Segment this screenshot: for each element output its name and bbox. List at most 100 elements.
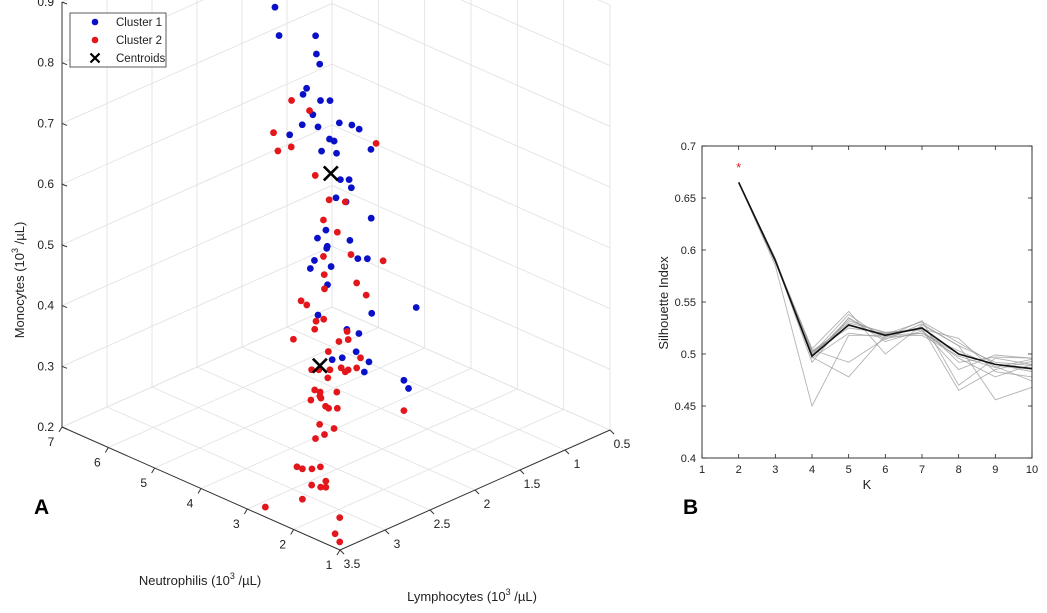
cluster-2-point bbox=[322, 483, 330, 491]
x-tick bbox=[104, 447, 109, 453]
cluster-2-point bbox=[270, 129, 277, 137]
cluster-2-point bbox=[320, 315, 328, 323]
z-tick-label: 0.4 bbox=[37, 299, 54, 313]
cluster-2-point bbox=[312, 317, 320, 325]
centroid-marker bbox=[322, 165, 339, 182]
z-tick bbox=[61, 183, 68, 187]
b-y-tick-label: 0.65 bbox=[675, 193, 696, 205]
b-x-tick-label: 6 bbox=[882, 464, 888, 476]
b-x-tick-label: 2 bbox=[736, 464, 742, 476]
y-tick-label: 2 bbox=[484, 497, 491, 511]
cluster-1-point bbox=[355, 330, 363, 337]
cluster-2-point bbox=[400, 407, 408, 415]
cluster-2-point bbox=[320, 253, 327, 260]
wall-gridline bbox=[61, 124, 333, 246]
cluster-1-point bbox=[327, 263, 335, 270]
cluster-2-point bbox=[308, 481, 316, 489]
cluster-2-point bbox=[331, 530, 339, 538]
floor-gridline bbox=[151, 386, 431, 511]
wall-gridline bbox=[331, 3, 611, 127]
cluster-1-point bbox=[333, 149, 340, 157]
cluster-2-point bbox=[353, 364, 361, 372]
cluster-2-point bbox=[287, 143, 295, 151]
b-x-tick-label: 5 bbox=[846, 464, 852, 476]
a-grid bbox=[61, 0, 611, 551]
x-tick bbox=[290, 529, 295, 535]
run-line bbox=[738, 182, 1033, 401]
b-x-tick-label: 3 bbox=[772, 464, 778, 476]
z-tick-label: 0.8 bbox=[37, 56, 54, 70]
cluster-1-point bbox=[335, 119, 343, 127]
x-tick bbox=[58, 426, 63, 433]
wall-gridline bbox=[61, 245, 333, 367]
run-line bbox=[738, 182, 1033, 386]
cluster-1-point bbox=[317, 97, 324, 104]
cluster-1-point bbox=[367, 214, 375, 222]
y-tick-label: 1 bbox=[574, 457, 581, 471]
cluster-2-point bbox=[347, 251, 355, 258]
cluster-1-point bbox=[299, 90, 307, 98]
cluster-1-point bbox=[363, 255, 371, 263]
x-tick bbox=[197, 488, 202, 494]
cluster-1-point bbox=[326, 135, 333, 143]
a-axes bbox=[58, 1, 615, 556]
z-tick bbox=[61, 365, 68, 369]
b-x-tick-label: 8 bbox=[956, 464, 962, 476]
cluster-2-point bbox=[372, 139, 380, 147]
cluster-2-point bbox=[357, 354, 364, 362]
y-tick-label: 0.5 bbox=[614, 437, 631, 451]
wall-gridline bbox=[61, 3, 333, 124]
z-tick bbox=[61, 1, 68, 5]
cluster-1-point bbox=[367, 145, 375, 153]
b-lines: * bbox=[736, 160, 1033, 408]
cluster-2-point bbox=[288, 97, 295, 104]
cluster-1-point bbox=[346, 236, 354, 244]
wall-gridline bbox=[331, 245, 611, 370]
cluster-1-point bbox=[365, 358, 373, 366]
cluster-2-point bbox=[316, 388, 324, 396]
cluster-2-point bbox=[297, 297, 305, 305]
z-tick bbox=[61, 305, 68, 309]
b-ylabel: Silhouette Index bbox=[656, 256, 671, 350]
floor-gridline bbox=[241, 346, 521, 471]
z-tick bbox=[61, 62, 68, 66]
cluster-1-point bbox=[311, 257, 318, 264]
z-tick-label: 0.5 bbox=[37, 238, 54, 252]
wall-gridline bbox=[331, 185, 611, 309]
y-tick bbox=[609, 429, 615, 435]
a-points bbox=[261, 3, 420, 546]
cluster-2-point bbox=[325, 196, 333, 204]
legend-label-cluster-1: Cluster 1 bbox=[116, 17, 162, 29]
cluster-2-point bbox=[362, 291, 370, 299]
cluster-2-point bbox=[321, 285, 328, 293]
cluster-1-point bbox=[332, 194, 340, 202]
cluster-2-point bbox=[333, 228, 341, 236]
x-tick-label: 1 bbox=[326, 558, 333, 572]
cluster-1-point bbox=[355, 125, 363, 133]
y-tick-label: 3 bbox=[394, 537, 401, 551]
cluster-1-point bbox=[314, 123, 322, 131]
x-tick-label: 5 bbox=[140, 476, 147, 490]
cluster-1-point bbox=[323, 244, 331, 252]
legend-label-cluster-2: Cluster 2 bbox=[116, 35, 162, 47]
cluster-1-point bbox=[405, 385, 412, 392]
cluster-2-point bbox=[311, 325, 319, 333]
cluster-2-point bbox=[299, 465, 306, 473]
cluster-2-point bbox=[333, 404, 341, 412]
b-y-tick-label: 0.45 bbox=[675, 401, 696, 413]
cluster-1-point bbox=[316, 60, 324, 68]
b-x-tick-label: 4 bbox=[809, 464, 815, 476]
cluster-1-point bbox=[347, 184, 355, 192]
cluster-1-point bbox=[368, 309, 376, 317]
z-tick bbox=[61, 122, 68, 126]
cluster-1-point bbox=[322, 226, 330, 234]
cluster-2-point bbox=[344, 336, 352, 343]
y-tick bbox=[519, 469, 525, 475]
b-axes: 1 2 3 4 5 6 7 8 9 10 0.4 0.45 0.5 0.55 0.6 0.65 0.7 bbox=[675, 141, 1039, 476]
z-tick-label: 0.9 bbox=[37, 0, 54, 9]
cluster-1-point bbox=[314, 234, 321, 242]
cluster-2-point bbox=[325, 404, 332, 412]
a-zlabel: Monocytes (103 /µL) bbox=[10, 222, 27, 339]
y-tick bbox=[384, 529, 390, 535]
cluster-1-point bbox=[328, 356, 336, 364]
